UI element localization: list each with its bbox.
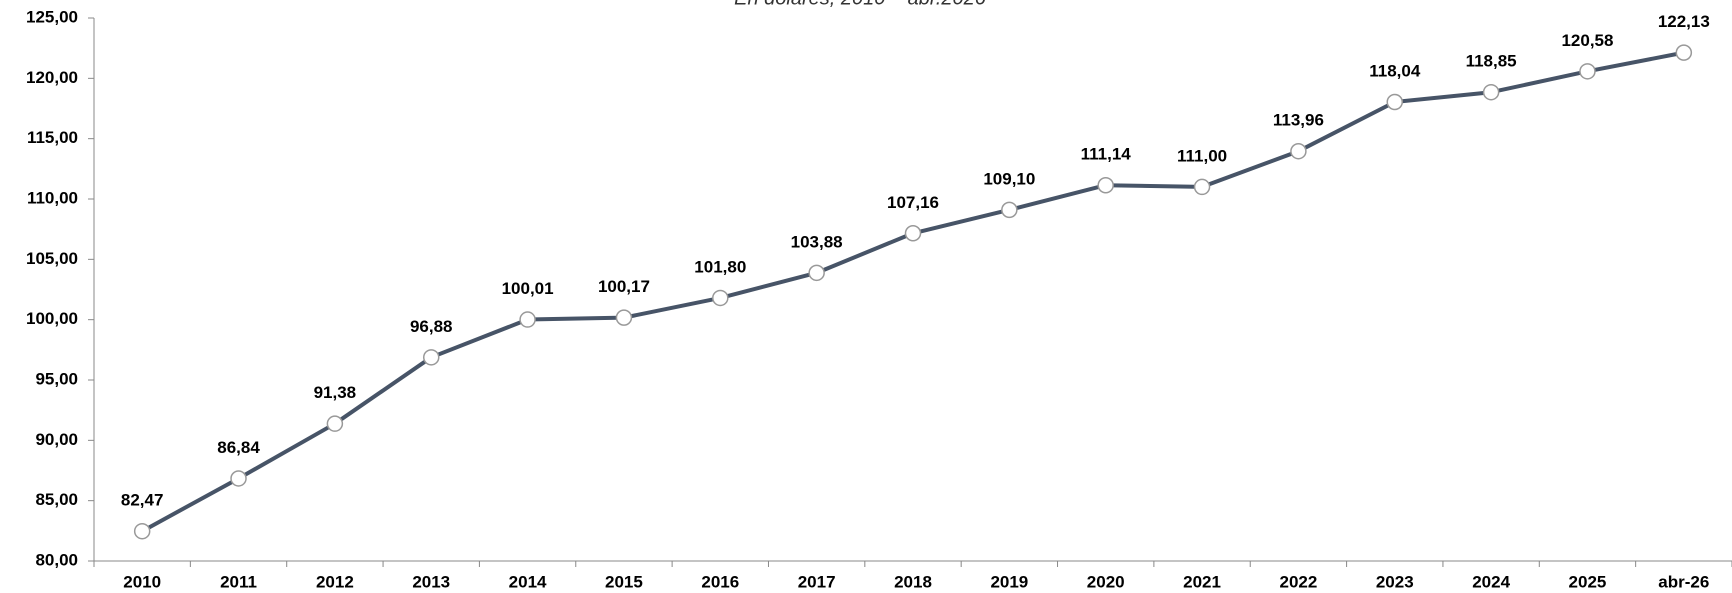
x-tick-label: 2017 bbox=[798, 572, 836, 591]
x-tick-label: 2019 bbox=[990, 572, 1028, 591]
marker bbox=[1290, 142, 1307, 160]
marker bbox=[1193, 178, 1211, 196]
marker bbox=[422, 349, 440, 366]
x-tick-label: 2011 bbox=[220, 572, 257, 591]
data-label: 109,10 bbox=[983, 169, 1035, 188]
y-tick-label: 120,00 bbox=[26, 68, 78, 87]
y-tick-label: 90,00 bbox=[35, 430, 78, 449]
marker bbox=[1482, 83, 1500, 101]
x-tick-label: 2016 bbox=[701, 572, 739, 591]
y-tick-label: 100,00 bbox=[26, 309, 78, 328]
data-label: 113,96 bbox=[1273, 111, 1324, 130]
data-label: 82,47 bbox=[121, 491, 164, 510]
marker bbox=[712, 289, 729, 307]
x-tick-label: 2023 bbox=[1376, 572, 1414, 591]
y-tick-label: 125,00 bbox=[26, 7, 78, 26]
y-tick-label: 85,00 bbox=[35, 490, 78, 509]
data-label: 118,04 bbox=[1369, 61, 1421, 80]
x-tick-label: 2021 bbox=[1183, 572, 1221, 591]
data-label: 120,58 bbox=[1561, 31, 1613, 50]
marker bbox=[230, 470, 247, 487]
x-tick-label: 2013 bbox=[412, 572, 450, 591]
data-label: 100,17 bbox=[598, 277, 650, 296]
y-tick-label: 95,00 bbox=[35, 369, 78, 388]
x-tick-label: 2010 bbox=[123, 572, 161, 591]
data-label: 91,38 bbox=[314, 383, 357, 402]
data-label: 103,88 bbox=[791, 232, 843, 251]
x-tick-label: 2018 bbox=[894, 572, 932, 591]
data-label: 107,16 bbox=[887, 193, 939, 212]
data-label: 111,14 bbox=[1081, 145, 1132, 164]
marker bbox=[1386, 93, 1404, 111]
y-tick-label: 80,00 bbox=[35, 550, 78, 569]
x-tick-label: 2020 bbox=[1087, 572, 1125, 591]
marker bbox=[1675, 44, 1693, 61]
data-label: 96,88 bbox=[410, 317, 453, 336]
data-label: 118,85 bbox=[1466, 52, 1517, 71]
marker bbox=[1097, 176, 1114, 194]
x-tick-label: 2014 bbox=[509, 572, 547, 591]
x-tick-label: 2024 bbox=[1472, 572, 1510, 591]
line bbox=[141, 50, 1685, 533]
marker bbox=[615, 309, 633, 326]
y-tick-label: 110,00 bbox=[27, 188, 78, 207]
marker bbox=[519, 311, 536, 328]
data-label: 111,00 bbox=[1177, 146, 1227, 165]
marker bbox=[326, 415, 344, 432]
marker bbox=[133, 522, 151, 540]
x-tick-label: 2022 bbox=[1279, 572, 1317, 591]
x-tick-label: 2025 bbox=[1569, 572, 1607, 591]
marker bbox=[1579, 63, 1596, 80]
x-tick-label: 2012 bbox=[316, 572, 354, 591]
marker bbox=[808, 264, 825, 282]
data-label: 122,13 bbox=[1658, 12, 1710, 31]
chart-subtitle: En dólares, 2010 – abr.2026 bbox=[734, 0, 987, 9]
marker bbox=[904, 225, 922, 242]
y-tick-label: 115,00 bbox=[27, 128, 78, 147]
data-label: 101,80 bbox=[694, 257, 746, 276]
y-tick-label: 105,00 bbox=[26, 249, 78, 268]
data-label: 100,01 bbox=[502, 279, 554, 298]
data-label: 86,84 bbox=[217, 438, 260, 457]
marker bbox=[1001, 201, 1018, 219]
x-tick-label: abr-26 bbox=[1658, 572, 1709, 591]
x-tick-label: 2015 bbox=[605, 572, 643, 591]
